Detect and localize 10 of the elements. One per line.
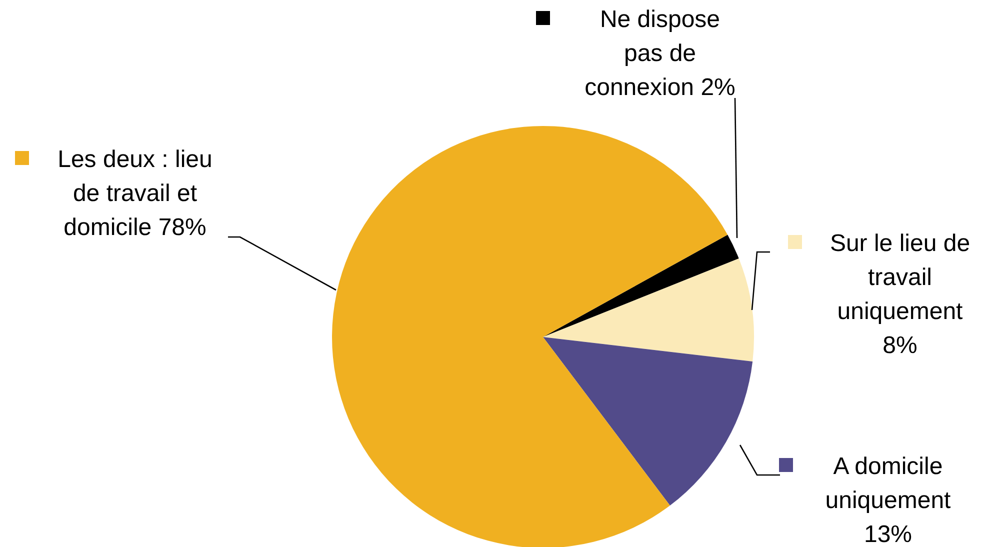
data-label: 78%: [158, 214, 206, 241]
legend-label: A domicile uniquement: [825, 453, 951, 514]
pie-slice: [543, 234, 739, 337]
legend-label: Sur le lieu de travail uniquement: [830, 230, 970, 325]
pie-slice: [332, 126, 728, 547]
pie-slice: [543, 258, 754, 362]
data-label: 13%: [864, 521, 912, 547]
data-label: 2%: [700, 74, 736, 101]
data-label: 8%: [882, 332, 918, 359]
pie-slice: [543, 337, 753, 506]
